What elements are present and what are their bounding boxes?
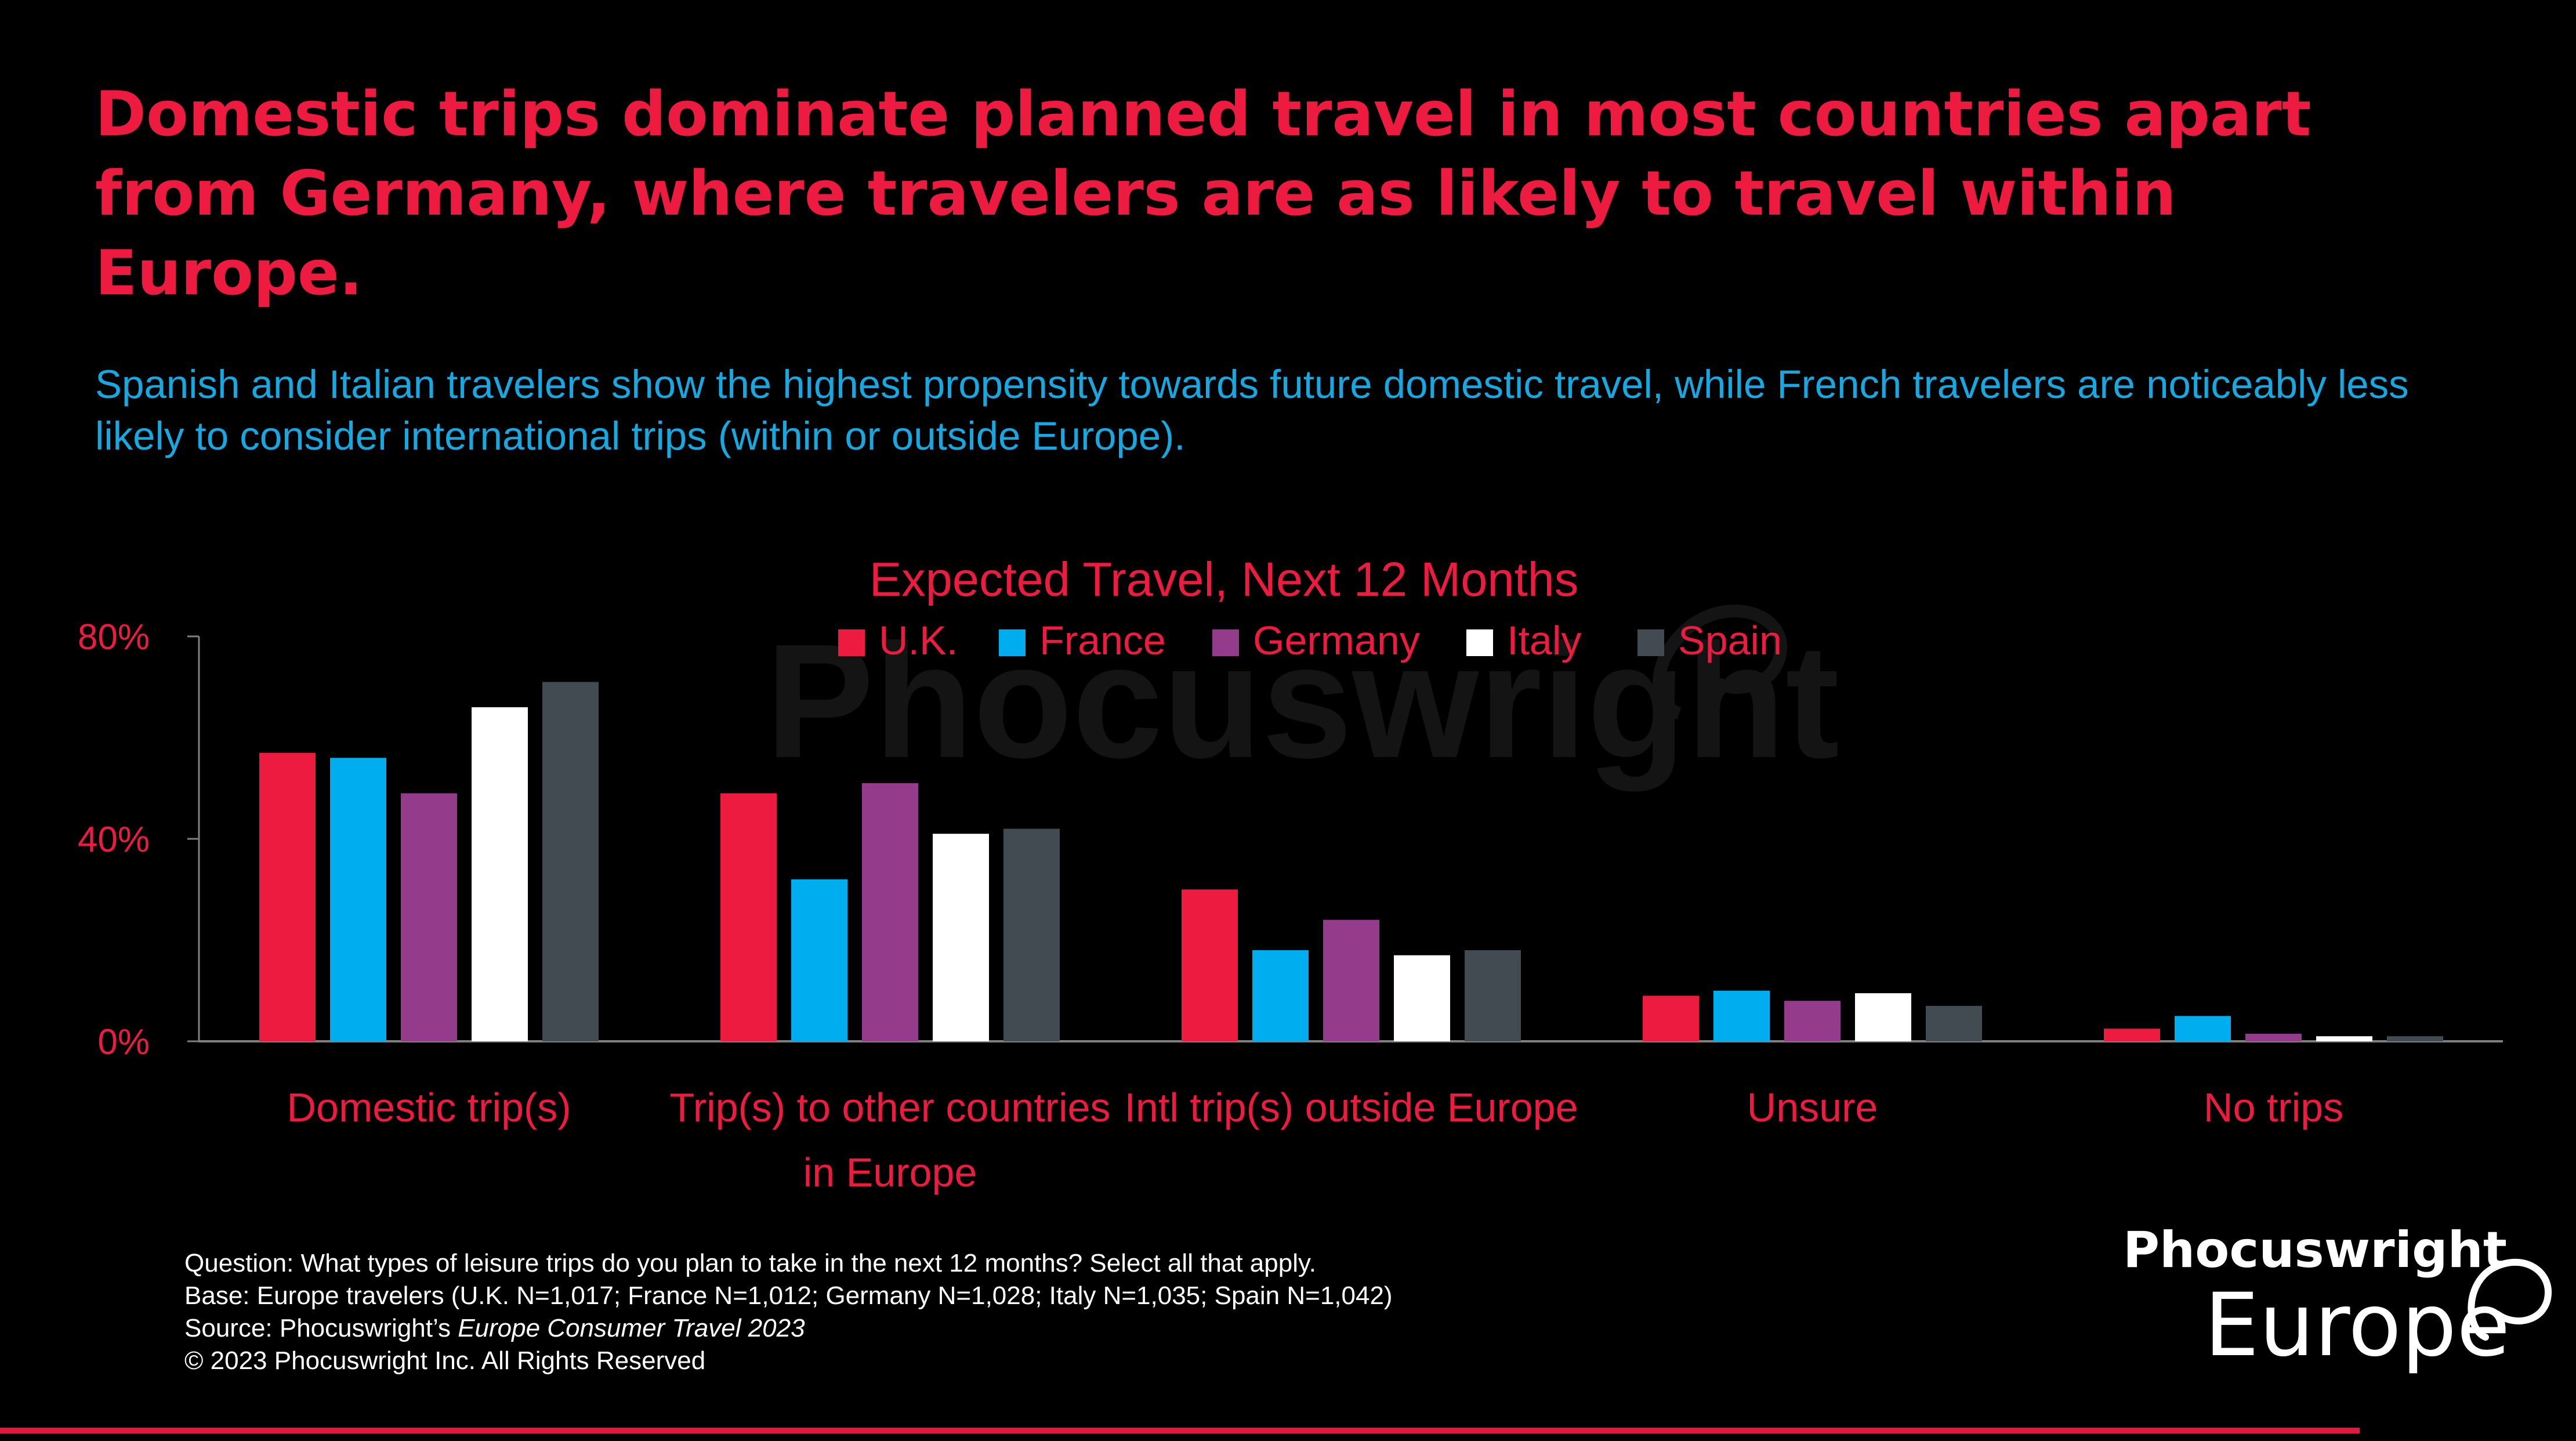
bar-france-2 <box>1252 950 1309 1041</box>
logo-line-1: Phocuswright <box>2123 1221 2507 1279</box>
bar-france-1 <box>791 879 847 1041</box>
bar-germany-4 <box>2245 1033 2302 1041</box>
chart-title: Expected Travel, Next 12 Months <box>869 552 1579 606</box>
bar-spain-4 <box>2387 1036 2443 1041</box>
bottom-accent-bar <box>0 1428 2360 1433</box>
bar-uk-0 <box>259 752 316 1041</box>
page-subtitle: Spanish and Italian travelers show the h… <box>95 362 2409 458</box>
legend-swatch-germany <box>1212 629 1239 656</box>
logo-line-2: Europe <box>2204 1275 2510 1376</box>
legend-label-france: France <box>1039 618 1166 663</box>
x-tick-label: Domestic trip(s) <box>287 1085 571 1130</box>
bar-spain-1 <box>1003 828 1060 1041</box>
chart-legend: U.K. France Germany Italy Spain <box>838 618 1782 663</box>
y-tick-label: 0% <box>97 1022 150 1062</box>
bar-spain-2 <box>1465 950 1521 1041</box>
footnote-question: Question: What types of leisure trips do… <box>184 1249 1316 1277</box>
bar-spain-3 <box>1926 1005 1982 1041</box>
bar-italy-1 <box>933 834 989 1041</box>
bar-uk-2 <box>1182 889 1238 1041</box>
speech-bubble-icon <box>2468 1258 2552 1341</box>
x-tick-label: Intl trip(s) outside Europe <box>1124 1085 1578 1130</box>
x-tick-label: Unsure <box>1747 1085 1878 1130</box>
page-title: Domestic trips dominate planned travel i… <box>95 78 2311 309</box>
footnote-base: Base: Europe travelers (U.K. N=1,017; Fr… <box>184 1281 1393 1310</box>
bar-spain-0 <box>542 682 599 1041</box>
legend-label-spain: Spain <box>1678 618 1782 663</box>
watermark-quote-icon <box>1653 604 1788 720</box>
bar-uk-1 <box>720 793 777 1041</box>
phocuswright-europe-logo: Phocuswright Europe <box>2123 1221 2564 1384</box>
bar-italy-4 <box>2316 1036 2372 1041</box>
legend-swatch-uk <box>838 629 865 656</box>
x-tick-label: Trip(s) to other countries <box>670 1085 1111 1130</box>
legend-swatch-spain <box>1637 629 1664 656</box>
bar-germany-0 <box>401 793 457 1041</box>
legend-label-uk: U.K. <box>879 618 958 663</box>
bar-uk-4 <box>2104 1029 2160 1041</box>
legend-swatch-france <box>999 629 1026 656</box>
legend-swatch-italy <box>1466 629 1493 656</box>
footnote-copyright: © 2023 Phocuswright Inc. All Rights Rese… <box>184 1346 706 1375</box>
bar-france-0 <box>330 758 386 1041</box>
y-tick-label: 40% <box>78 820 150 860</box>
footnote-source-prefix: Source: Phocuswright’s <box>184 1314 458 1342</box>
bar-germany-3 <box>1784 1001 1840 1041</box>
x-tick-label: No trips <box>2204 1085 2343 1130</box>
footnote-source: Source: Phocuswright’s Europe Consumer T… <box>184 1312 1393 1345</box>
legend-label-germany: Germany <box>1253 618 1420 663</box>
footnote-source-title: Europe Consumer Travel 2023 <box>458 1314 805 1342</box>
legend-label-italy: Italy <box>1507 618 1581 663</box>
footnote: Question: What types of leisure trips do… <box>184 1247 1393 1377</box>
bar-italy-3 <box>1855 993 1911 1041</box>
bar-france-4 <box>2175 1016 2231 1041</box>
bar-italy-2 <box>1394 955 1450 1041</box>
bar-germany-1 <box>862 783 918 1041</box>
x-axis-labels: Domestic trip(s) Trip(s) to other countri… <box>287 1085 2343 1195</box>
x-tick-label: in Europe <box>803 1150 977 1195</box>
bar-germany-2 <box>1323 919 1379 1041</box>
chart-bars <box>259 682 2443 1041</box>
bar-italy-0 <box>472 707 528 1041</box>
bar-france-3 <box>1713 990 1770 1041</box>
bar-uk-3 <box>1643 995 1699 1041</box>
y-tick-label: 80% <box>78 617 150 657</box>
